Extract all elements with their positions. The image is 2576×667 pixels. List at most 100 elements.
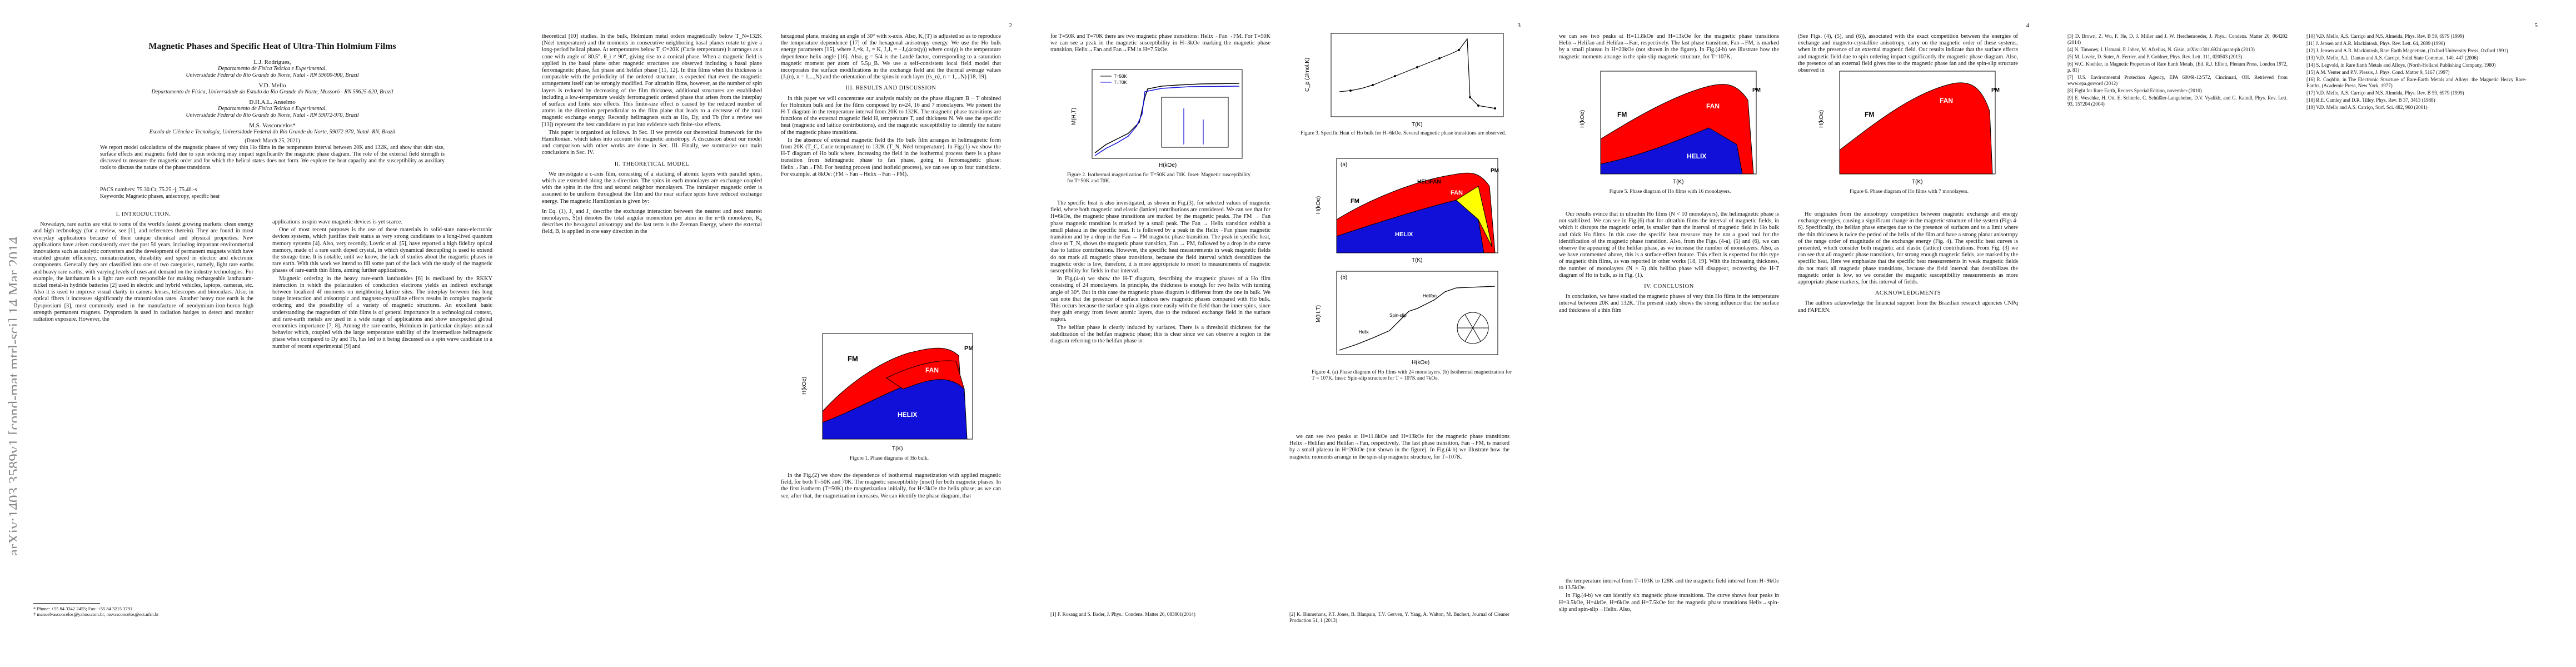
page-number: 3	[1517, 22, 1521, 29]
helix-label: HELIX	[898, 411, 917, 419]
page-3: 3 for T=50K and T=70K there are two magn…	[1034, 0, 1537, 667]
x-axis-label: T(K)	[892, 446, 903, 452]
page-1: Magnetic Phases and Specific Heat of Ult…	[17, 0, 520, 667]
references-start-right: [2] K. Binnemans, P.T. Jones, B. Blanpai…	[1289, 611, 1509, 625]
paragraph: In Eq. (1), J₁ and J₂ describe the excha…	[542, 208, 762, 235]
paragraph: One of most recent purposes is the use o…	[272, 227, 492, 274]
paragraph: Our results evince that in ultrathin Ho …	[1559, 211, 1779, 278]
figure-2-plot: T=50K T=70K H(kOe) M(H,T)	[1071, 69, 1243, 168]
fm-label: FM	[1865, 111, 1874, 118]
page-number: 5	[2534, 22, 2538, 29]
y-axis-label: M(H,T)	[1071, 108, 1077, 125]
pm-label: PM	[964, 345, 974, 352]
arxiv-stamp: arXiv:1403.3589v1 [cond-mat.mtrl-sci] 14…	[6, 236, 22, 556]
y-axis-label: M(H,T)	[1316, 305, 1322, 322]
reference: [13] V.D. Mello, A.L. Dantas and A.S. Ca…	[2306, 55, 2478, 61]
figure-6-caption: Figure 6. Phase diagram of Ho films with…	[1850, 189, 1969, 195]
paragraph: This paper is organized as follows. In S…	[542, 129, 762, 156]
fan-region	[886, 360, 965, 390]
fm-region	[1839, 82, 1993, 175]
figure-4a-plot: (a) FM HELIFAN FAN HELIX PM T(K) H(kOe)	[1316, 158, 1499, 263]
paragraph: In the Fig.(2) we show the dependence of…	[781, 472, 1001, 499]
figure-4b-plot: (b) Helix Spin-slip Helifan H(kOe) M(H,T…	[1316, 271, 1498, 366]
helix-region	[1600, 127, 1743, 175]
paragraph: Ho originates from the anisotropy compet…	[1798, 211, 2019, 286]
page-number: 4	[2026, 22, 2030, 29]
figure-2: T=50K T=70K H(kOe) M(H,T) Figure 2. Isot…	[1067, 64, 1250, 189]
phase-annotation: Helix	[1359, 330, 1369, 335]
paragraph: Nowadays, rare earths are vital to some …	[33, 221, 253, 323]
affiliation: Universidade Federal do Rio Grande do No…	[186, 72, 359, 78]
phase-annotation: Spin-slip	[1389, 313, 1407, 318]
series-line-50k	[1094, 83, 1240, 153]
reference: [4] N. Timoney, I. Usmani, P. Jobez, M. …	[2067, 47, 2255, 52]
inset-frame	[1161, 97, 1229, 148]
paragraph: the temperature interval from T=103K to …	[1559, 578, 1779, 591]
author-block: L.J. Rodrigues, Departamento de Física T…	[50, 56, 495, 145]
reference: [9] E. Weschke, H. Ott, E. Schierle, C. …	[2067, 95, 2288, 107]
reference: [19] V.D. Mello and A.S. Carriço, Surf. …	[2306, 104, 2428, 110]
paragraph: hexagonal plane, making an angle of 30° …	[781, 33, 1001, 81]
paragraph: In Fig.(4-b) we can identify six magneti…	[1559, 593, 1779, 613]
helix-label: HELIX	[1687, 152, 1706, 160]
affiliation: Departamento de Física Teórica e Experim…	[218, 66, 327, 72]
references-left: [3] D. Brown, Z. Wu, F. He, D. J. Miller…	[2067, 33, 2288, 108]
affiliation: Escola de Ciência e Tecnologia, Universi…	[149, 129, 396, 135]
paragraph: for T=50K and T=70K there are two magnet…	[1050, 33, 1270, 53]
figure-4-caption: Figure 4. (a) Phase diagram of Ho films …	[1312, 370, 1512, 381]
fan-label: FAN	[925, 366, 939, 374]
reference: [17] V.D. Mello, A.S. Carriço and N.S. A…	[2306, 90, 2464, 96]
figure-1: FM FAN HELIX PM T(K) H(kOe) Figure 1. Ph…	[798, 328, 981, 461]
paragraph: Magnetic ordering in the heavy rare-eart…	[272, 275, 492, 350]
reference: [8] Fight for Rare Earth, Reuters Specia…	[2067, 88, 2202, 93]
fm-label: FM	[1617, 111, 1627, 118]
x-axis-label: T(K)	[1412, 122, 1422, 128]
paragraph: In this paper we will concentrate our an…	[781, 95, 1001, 136]
figure-5-plot: FM FAN HELIX PM T(K) H(kOe)	[1580, 71, 1761, 185]
y-axis-label: C_p (J/mol.K)	[1304, 58, 1311, 92]
date-line: (Dated: March 25, 2021)	[245, 138, 300, 144]
column-right-lower: Ho originates from the anisotropy compet…	[1798, 211, 2018, 315]
footnote: † manuelvasconcelos@yahoo.com.br; msvasc…	[33, 611, 159, 617]
phase-annotation: Helifan	[1423, 293, 1437, 298]
affiliation: Departamento de Física Teórica e Experim…	[218, 106, 327, 112]
paper-title: Magnetic Phases and Specific Heat of Ult…	[148, 42, 396, 51]
reference: [7] U.S. Environmental Protection Agency…	[2067, 74, 2288, 86]
abstract: We report model calculations of the magn…	[100, 145, 445, 171]
reference: [2] K. Binnemans, P.T. Jones, B. Blanpai…	[1289, 611, 1509, 623]
column-left: for T=50K and T=70K there are two magnet…	[1050, 33, 1270, 55]
figure-4: (a) FM HELIFAN FAN HELIX PM T(K) H(kOe) …	[1312, 153, 1512, 414]
page-4: 4 we can see two peaks at H=11.8kOe and …	[1542, 0, 2046, 667]
panel-label: (b)	[1341, 275, 1347, 281]
column-right: hexagonal plane, making an angle of 30° …	[781, 33, 1001, 179]
y-axis-label: H(kOe)	[1818, 110, 1825, 128]
x-axis-label: T(K)	[1912, 179, 1922, 185]
pacs-numbers: PACS numbers: 75.30.Cr, 75.25.-j, 75.40.…	[100, 187, 197, 193]
plot-frame	[1336, 271, 1498, 355]
paragraph: (See Figs. (4), (5), and (6)), associate…	[1798, 33, 2018, 74]
paragraph: In Fig.(4-a) we show the H-T diagram, de…	[1050, 276, 1270, 323]
paragraph: applications in spin wave magnetic devic…	[272, 219, 402, 225]
section-heading-ack: ACKNOWLEDGMENTS	[1875, 290, 1941, 297]
fan-label: FAN	[1940, 97, 1953, 104]
column-right-lower: we can see two peaks at H=11.8kOe and H=…	[1289, 434, 1509, 462]
page-2: 2 theoretical [10] studies. In the bulk,…	[525, 0, 1029, 667]
footnote-rule	[33, 603, 100, 604]
section-heading-results: III. RESULTS AND DISCUSSION	[845, 85, 936, 92]
panel-label: (a)	[1341, 162, 1347, 168]
keywords: Keywords: Magnetic phases, anisotropy, s…	[100, 193, 220, 200]
y-axis-label: H(kOe)	[1316, 196, 1322, 214]
affiliation: Departamento de Física, Universidade do …	[151, 89, 393, 95]
paragraph: We investigate a c-axis film, consisting…	[542, 171, 762, 205]
paragraph: In conclusion, we have studied the magne…	[1559, 293, 1779, 313]
footnote: * Phone: +55 84 3342 2455; Fax: +55 84 3…	[33, 606, 133, 611]
fm-label: FM	[1351, 198, 1359, 205]
y-axis-label: H(kOe)	[1580, 110, 1586, 128]
paragraph: we can see two peaks at H=11.8kOe and H=…	[1289, 434, 1509, 460]
page-5: 5 [3] D. Brown, Z. Wu, F. He, D. J. Mill…	[2051, 0, 2554, 667]
x-axis-label: H(kOe)	[1412, 360, 1429, 366]
helifan-label: HELIFAN	[1417, 179, 1441, 185]
magnetization-curve	[1339, 286, 1496, 351]
pm-label: PM	[1991, 87, 2000, 93]
spin-slip-inset	[1457, 312, 1489, 344]
